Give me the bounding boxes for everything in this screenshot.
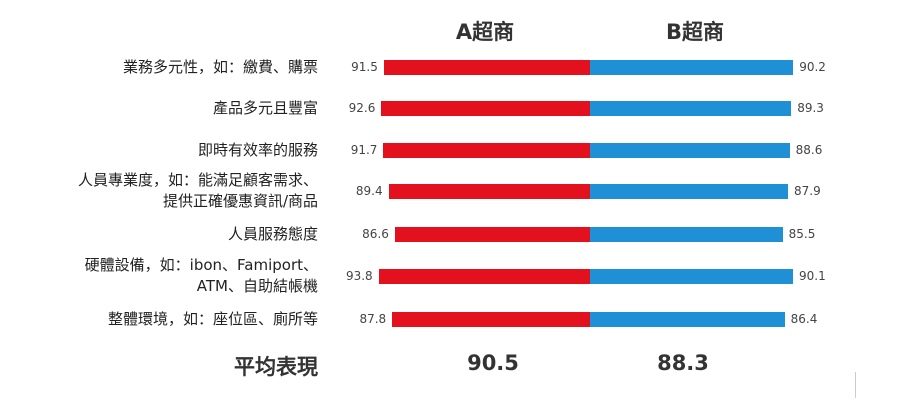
bar-a	[383, 59, 590, 75]
divider-line	[855, 372, 856, 398]
category-label-line: ATM、自助結帳機	[196, 277, 318, 295]
category-label: 硬體設備，如：ibon、Famiport、 ATM、自助結帳機	[85, 255, 318, 297]
value-label-b: 88.6	[795, 143, 823, 157]
category-label-line: 人員專業度，如：能滿足顧客需求、	[77, 171, 318, 189]
bar-b	[590, 183, 789, 199]
average-b-value: 88.3	[657, 351, 709, 375]
average-a-value: 90.5	[467, 351, 519, 375]
category-label: 產品多元且豐富	[213, 98, 318, 119]
value-label-a: 87.8	[359, 312, 387, 326]
value-label-a: 89.4	[355, 184, 383, 198]
bar-a	[383, 142, 590, 158]
category-label: 業務多元性，如：繳費、購票	[123, 57, 318, 78]
series-b-header: B超商	[665, 20, 725, 44]
category-label-line: 產品多元且豐富	[212, 98, 318, 117]
value-label-a: 93.8	[345, 269, 373, 283]
value-label-a: 91.5	[351, 60, 378, 74]
bar-a	[381, 100, 590, 116]
value-label-b: 87.9	[794, 184, 821, 198]
value-label-b: 90.1	[798, 269, 826, 283]
category-label: 即時有效率的服務	[198, 140, 318, 161]
bar-b	[590, 226, 783, 242]
category-label-line: 人員服務態度	[227, 224, 318, 243]
category-label: 人員服務態度	[228, 224, 318, 245]
bar-b	[590, 100, 792, 116]
value-label-a: 86.6	[362, 227, 389, 241]
bar-a	[394, 226, 590, 242]
bar-a	[378, 268, 590, 284]
bar-b	[590, 142, 790, 158]
value-label-a: 91.7	[350, 143, 378, 157]
category-label-line: 整體環境，如：座位區、廁所等	[107, 309, 318, 328]
series-a-header: A超商	[455, 20, 515, 44]
average-label: 平均表現	[234, 355, 318, 379]
value-label-b: 89.3	[797, 101, 824, 115]
value-label-a: 92.6	[348, 101, 376, 115]
bar-b	[590, 268, 793, 284]
category-label-line: 即時有效率的服務	[197, 140, 318, 159]
category-label: 整體環境，如：座位區、廁所等	[108, 309, 318, 330]
bar-a	[392, 311, 590, 327]
category-label-line: 硬體設備，如：ibon、Famiport、	[84, 256, 318, 274]
bar-a	[388, 183, 590, 199]
category-label: 人員專業度，如：能滿足顧客需求、提供正確優惠資訊/商品	[78, 170, 318, 212]
value-label-b: 86.4	[790, 312, 818, 326]
bar-b	[590, 311, 785, 327]
value-label-b: 85.5	[788, 227, 816, 241]
category-label-line: 提供正確優惠資訊/商品	[162, 192, 318, 210]
category-label-line: 業務多元性，如：繳費、購票	[122, 57, 318, 76]
bar-b	[590, 59, 794, 75]
value-label-b: 90.2	[799, 60, 826, 74]
